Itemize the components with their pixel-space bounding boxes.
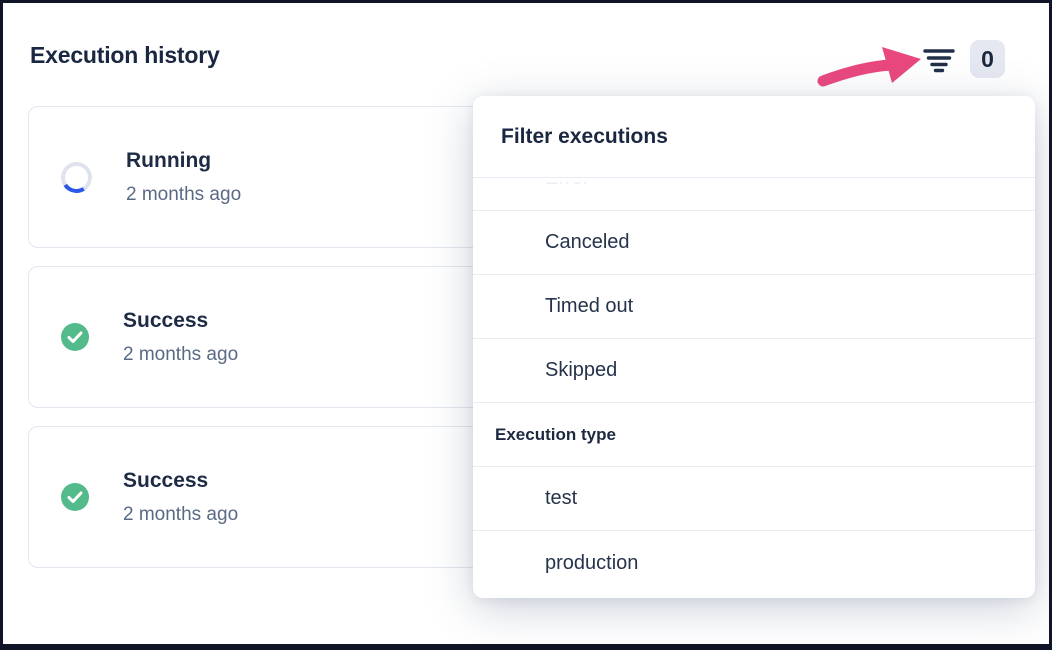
filter-button[interactable] (920, 45, 958, 77)
filter-count-badge: 0 (970, 40, 1005, 78)
annotation-arrow-icon (817, 47, 921, 87)
filter-section-execution-type: Execution type (473, 403, 1035, 467)
filter-options-list: Error Canceled Timed out Skipped Executi… (473, 178, 1035, 597)
execution-card-texts: Success 2 months ago (123, 307, 238, 368)
execution-time: 2 months ago (123, 503, 239, 525)
check-circle-icon (61, 323, 89, 351)
execution-card-texts: Success 2 months ago (123, 467, 238, 528)
page-title: Execution history (30, 42, 220, 68)
filter-dropdown-title: Filter executions (473, 96, 1035, 178)
execution-card-texts: Running 2 months ago (126, 147, 241, 208)
execution-status: Success (123, 308, 209, 332)
execution-time: 2 months ago (126, 183, 242, 205)
check-circle-icon (61, 483, 89, 511)
funnel-icon (922, 49, 956, 78)
execution-time: 2 months ago (123, 343, 239, 365)
filter-option-production[interactable]: production (545, 551, 639, 574)
filter-option-canceled[interactable]: Canceled (473, 211, 1035, 275)
execution-status: Success (123, 468, 209, 492)
filter-option-timed-out[interactable]: Timed out (473, 275, 1035, 339)
filter-option-test[interactable]: test (473, 467, 1035, 531)
filter-option-error[interactable]: Error (473, 178, 1035, 211)
spinner-icon (58, 158, 95, 196)
filter-option-skipped[interactable]: Skipped (473, 339, 1035, 403)
filter-dropdown: Filter executions Error Canceled Timed o… (473, 96, 1035, 598)
execution-status: Running (126, 148, 212, 172)
